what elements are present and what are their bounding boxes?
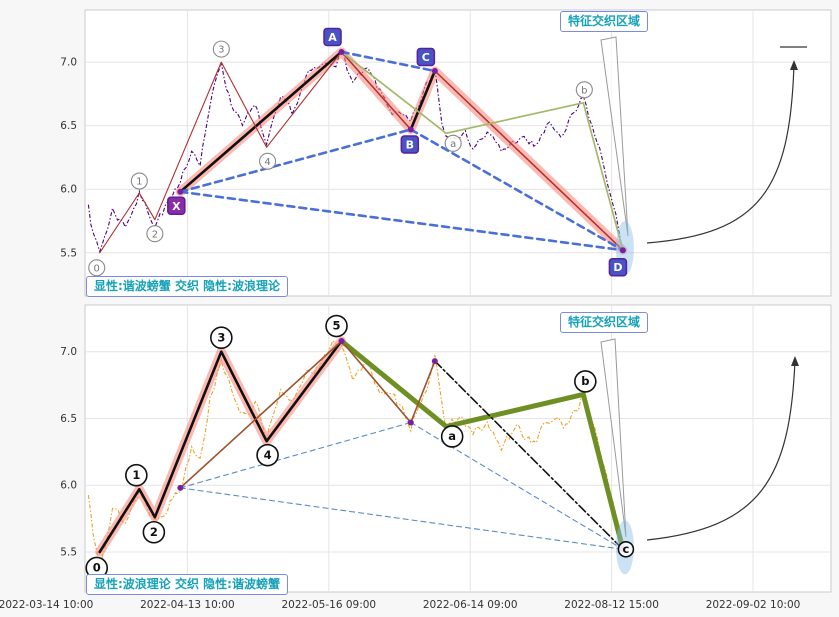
wave-label-circle [575,81,593,99]
wave-label-text: 1 [132,468,140,482]
vertex-dot [338,48,345,55]
wave-label-text: 2 [152,229,158,240]
wave-label-circle [146,225,164,243]
y-tick-label: 6.0 [60,480,77,492]
vertex-dot [431,68,438,75]
wave-label-text: a [450,139,456,150]
pattern-line-black_core [179,50,343,194]
x-tick-label: 2022-03-14 10:00 [0,599,93,611]
wave-label-circle [574,370,597,393]
wave-label-circle [444,134,462,152]
y-tick-label: 7.0 [60,57,77,69]
vertex-dot [177,188,184,195]
wave-label-text: 4 [264,448,272,462]
pattern-line-blue_dash [179,190,625,252]
pattern-line-black_core [409,69,437,131]
wave-label-text: 3 [218,45,224,56]
wave-label-circle [617,540,635,558]
wave-label-circle [256,443,279,467]
callout-wedge [600,338,627,538]
x-tick-label: 2022-04-13 10:00 [140,599,235,611]
price-line-top [87,48,624,254]
y-tick-label: 6.5 [60,413,77,425]
pattern-line-crimson_core [434,70,624,251]
pattern-line-black_core [98,339,343,554]
point-label-box [400,135,420,154]
y-tick-label: 5.5 [60,247,77,259]
pattern-line-blue_dash_thin [179,421,412,489]
point-label-text: X [172,200,181,213]
vertex-dot [619,247,626,254]
pattern-line-blue_dash [409,128,625,252]
point-label-box [323,27,342,47]
wave-label-text: b [581,85,587,96]
wave-label-text: 4 [264,157,270,168]
wave-label-text: 3 [217,330,225,344]
projection-arrow-curve [646,63,795,244]
wave-label-text: c [622,542,629,556]
projection-arrow-head [790,60,798,70]
wave-label-text: 2 [150,525,158,539]
wave-label-circle [210,326,233,350]
wave-label-circle [88,259,106,277]
point-label-text: B [406,138,414,151]
point-label-box [608,257,628,277]
pattern-caption-bottom: 显性:波浪理论 交织 隐性:谐波螃蟹 [86,574,288,595]
projection-arrow-head [791,356,799,366]
x-tick-label: 2022-08-12 15:00 [564,599,659,611]
wave-label-circle [130,172,148,190]
y-tick-label: 5.5 [60,546,77,558]
pattern-line-blue_dash [340,50,437,73]
pattern-line-black_dashdot [434,360,624,551]
wave-label-text: 1 [136,177,142,188]
pattern-caption-top: 显性:谐波螃蟹 交织 隐性:波浪理论 [86,276,288,297]
point-label-text: D [613,261,622,274]
x-tick-label: 2022-06-14 09:00 [423,599,518,611]
wave-label-circle [142,520,166,544]
vertex-dot [407,419,414,426]
wave-label-circle [125,463,148,487]
wave-label-text: 0 [94,263,100,274]
panel-top [84,9,832,297]
pattern-line-blue_dash [179,128,413,194]
pattern-line-crimson_core [340,51,412,131]
pattern-line-crimson_thin [99,51,343,254]
vertex-dot [431,358,438,365]
pattern-line-maroon_thin [179,340,436,489]
vertex-dot [338,338,345,345]
point-label-box [416,47,436,67]
y-tick-label: 7.0 [60,346,77,358]
vertex-dot [177,484,184,491]
projection-arrow-curve [646,359,796,541]
wave-label-circle [440,425,464,448]
price-line-bottom [87,339,624,566]
wave-label-circle [325,314,348,338]
wave-label-text: a [448,429,456,443]
point-label-box [167,196,186,216]
x-tick-label: 2022-09-02 10:00 [706,599,801,611]
y-tick-label: 6.0 [60,184,77,196]
wave-label-text: 0 [93,561,101,575]
x-tick-label: 2022-05-16 09:00 [281,599,376,611]
feature-zone-badge-top: 特征交织区域 [560,11,649,32]
wave-label-circle [212,40,230,58]
wave-label-circle [259,152,277,170]
pattern-line-olive_thin [340,51,624,252]
point-label-text: C [422,51,430,64]
point-label-text: A [328,31,337,44]
wave-label-text: b [581,374,589,388]
feature-zone-badge-bottom: 特征交织区域 [560,312,649,333]
panel-bottom [84,304,832,593]
y-tick-label: 6.5 [60,120,77,132]
wave-label-text: 5 [333,319,341,333]
callout-wedge [600,36,629,237]
vertex-dot [407,126,414,133]
pattern-line-olive_thick [339,338,626,552]
pattern-line-blue_dash_thin [179,487,624,550]
